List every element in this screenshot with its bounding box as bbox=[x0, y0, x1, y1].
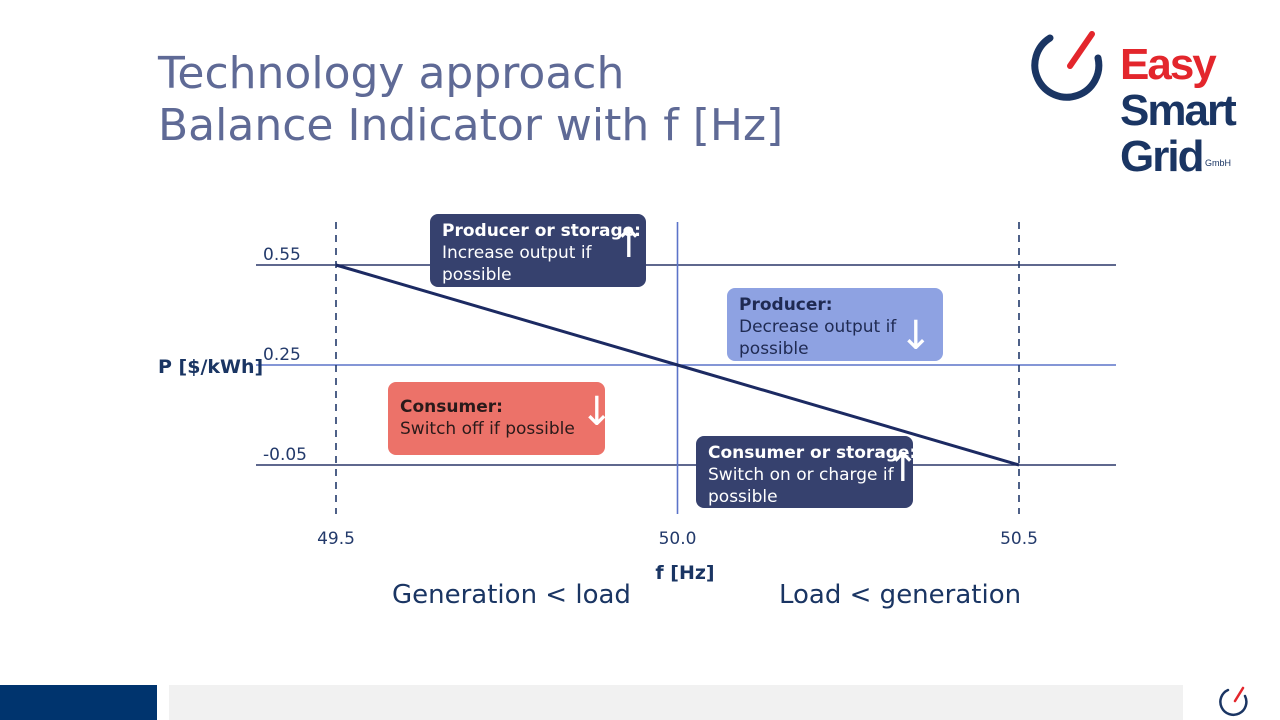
y-tick-label: 0.55 bbox=[263, 245, 301, 265]
annotation-text: Increase output if possible bbox=[442, 243, 592, 285]
x-tick-label: 50.5 bbox=[1000, 529, 1038, 549]
y-tick-label: 0.25 bbox=[263, 345, 301, 365]
x-tick-label: 49.5 bbox=[317, 529, 355, 549]
annotation-consumer: Consumer: Switch off if possible ↓ bbox=[388, 382, 614, 455]
footer-bar bbox=[169, 685, 1183, 720]
x-tick-label: 50.0 bbox=[659, 529, 697, 549]
y-tick-label: -0.05 bbox=[263, 445, 307, 465]
footer-accent-bar bbox=[0, 685, 157, 720]
power-icon bbox=[1219, 686, 1248, 717]
power-icon bbox=[1031, 31, 1103, 101]
annotation-producer-storage: Producer or storage: Increase output if … bbox=[430, 214, 646, 287]
arrow-up-icon: ↑ bbox=[886, 445, 920, 491]
annotation-producer: Producer: Decrease output if possible ↓ bbox=[727, 288, 943, 361]
arrow-up-icon: ↑ bbox=[612, 221, 646, 267]
title-line-1: Technology approach bbox=[158, 48, 625, 99]
logo-word-easy: Easy bbox=[1120, 40, 1217, 89]
slide-title: Technology approach Balance Indicator wi… bbox=[158, 48, 783, 152]
annotation-text: Decrease output if possible bbox=[739, 317, 897, 359]
y-axis-title: P [$/kWh] bbox=[158, 356, 263, 378]
chart-series bbox=[335, 263, 1020, 467]
annotation-title: Producer: bbox=[739, 295, 833, 315]
annotation-title: Consumer: bbox=[400, 397, 503, 417]
annotation-title: Producer or storage: bbox=[442, 221, 641, 241]
logo-word-grid: Grid bbox=[1120, 132, 1204, 181]
logo-wordmark: Easy Smart Grid bbox=[1120, 40, 1237, 181]
arrow-down-icon: ↓ bbox=[899, 313, 933, 359]
price-frequency-line bbox=[335, 263, 1020, 467]
chart-grid bbox=[256, 222, 1116, 514]
arrow-down-icon: ↓ bbox=[580, 389, 614, 435]
annotation-text: Switch on or charge if possible bbox=[708, 465, 894, 507]
caption-generation-less-than-load: Generation < load bbox=[392, 580, 631, 610]
logo-word-smart: Smart bbox=[1120, 86, 1237, 135]
caption-load-less-than-generation: Load < generation bbox=[779, 580, 1022, 610]
annotation-title: Consumer or storage: bbox=[708, 443, 917, 463]
chart-ticks: 0.55 0.25 -0.05 49.5 50.0 50.5 bbox=[263, 245, 1038, 549]
x-axis-title: f [Hz] bbox=[655, 562, 714, 584]
annotation-consumer-storage: Consumer or storage: Switch on or charge… bbox=[696, 436, 920, 508]
annotation-text: Switch off if possible bbox=[400, 419, 575, 439]
title-line-2: Balance Indicator with f [Hz] bbox=[158, 100, 784, 151]
logo-suffix: GmbH bbox=[1205, 158, 1232, 168]
company-logo: Easy Smart Grid GmbH bbox=[1030, 30, 1245, 180]
